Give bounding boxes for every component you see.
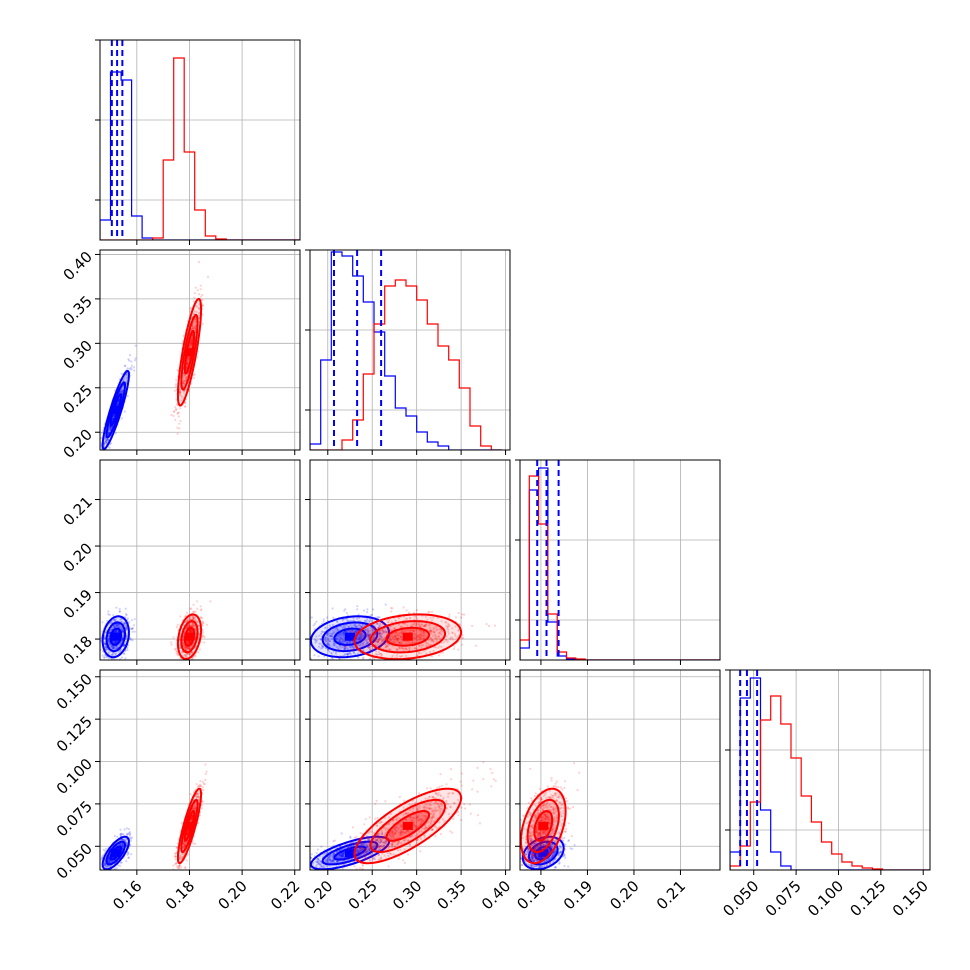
density-peak: [345, 632, 355, 641]
x-tick-label: 0.40: [478, 877, 514, 913]
density-peak: [538, 849, 549, 858]
density-peak: [345, 849, 355, 858]
blue-contours: [101, 615, 130, 659]
x-tick-label: 0.25: [345, 877, 381, 913]
panel-3-1: 0.20 0.25 0.30 0.35 0.40: [300, 669, 514, 913]
panel-frame: [309, 459, 511, 661]
blue-histogram: [100, 71, 300, 240]
blue-contours: [101, 369, 130, 450]
red-histogram: [310, 279, 502, 450]
y-tick-label: 0.100: [53, 755, 96, 798]
panel-1-1: [305, 249, 511, 455]
y-tick-label: 0.20: [60, 539, 96, 575]
x-tick-label: 0.18: [513, 877, 549, 913]
x-tick-label: 0.16: [109, 877, 145, 913]
red-histogram: [520, 475, 720, 660]
panel-2-0: 0.18 0.19 0.20 0.21: [60, 459, 301, 669]
red-contours: [176, 787, 203, 865]
density-peak: [538, 821, 549, 830]
panel-2-2: [515, 459, 721, 665]
x-tick-label: 0.150: [889, 877, 932, 920]
panel-frame: [519, 459, 721, 661]
x-tick-label: 0.050: [719, 877, 762, 920]
red-contours: [353, 787, 463, 865]
x-tick-label: 0.20: [606, 877, 642, 913]
panel-frame: [99, 249, 301, 451]
y-tick-label: 0.40: [60, 248, 96, 284]
panel-3-3: 0.050 0.075 0.100 0.125 0.150: [719, 669, 932, 920]
density-peak: [402, 632, 413, 641]
x-tick-label: 0.100: [804, 877, 847, 920]
density-peak: [402, 821, 413, 830]
x-tick-label: 0.30: [389, 877, 425, 913]
x-tick-label: 0.19: [560, 877, 596, 913]
x-tick-label: 0.18: [162, 877, 198, 913]
blue-contours: [521, 835, 565, 870]
red-contours: [353, 613, 463, 660]
blue-histogram: [520, 467, 720, 660]
panel-frame: [99, 459, 301, 661]
y-tick-label: 0.125: [53, 712, 96, 755]
x-tick-label: 0.21: [653, 877, 689, 913]
density-peak: [184, 348, 195, 357]
density-peak: [110, 849, 121, 858]
blue-histogram: [730, 677, 930, 870]
y-tick-label: 0.18: [60, 632, 96, 668]
x-tick-label: 0.125: [846, 877, 889, 920]
y-tick-label: 0.21: [60, 493, 96, 529]
density-peak: [184, 632, 195, 641]
panel-2-1: [305, 459, 511, 665]
y-tick-label: 0.25: [60, 381, 96, 417]
x-tick-label: 0.075: [762, 877, 805, 920]
red-contours: [176, 613, 203, 660]
density-peak: [184, 821, 195, 830]
panel-3-0: 0.16 0.18 0.20 0.22 0.0500.0750.1000.1250.15…: [53, 669, 303, 913]
panel-frame: [99, 39, 301, 241]
panel-frame: [519, 669, 721, 871]
x-tick-label: 0.20: [300, 877, 336, 913]
y-tick-label: 0.150: [53, 670, 96, 713]
panel-frame: [309, 249, 511, 451]
y-tick-label: 0.19: [60, 586, 96, 622]
blue-contours: [310, 835, 391, 870]
red-contours: [176, 297, 203, 407]
red-histogram: [730, 695, 930, 870]
y-tick-label: 0.30: [60, 337, 96, 373]
panel-frame: [99, 669, 301, 871]
density-peak: [110, 406, 121, 414]
y-tick-label: 0.20: [60, 426, 96, 462]
panel-3-2: 0.18 0.19 0.20 0.21: [513, 669, 721, 913]
blue-contours: [101, 835, 130, 870]
panel-frame: [729, 669, 931, 871]
red-contours: [520, 787, 567, 865]
panel-frame: [309, 669, 511, 871]
x-tick-label: 0.35: [434, 877, 470, 913]
y-tick-label: 0.050: [53, 840, 96, 883]
panel-0-0: [95, 39, 301, 245]
x-tick-label: 0.22: [267, 877, 303, 913]
y-tick-label: 0.35: [60, 292, 96, 328]
panel-1-0: 0.20 0.25 0.30 0.35 0.40: [60, 248, 301, 462]
x-tick-label: 0.20: [215, 877, 251, 913]
density-peak: [110, 632, 121, 641]
y-tick-label: 0.075: [53, 797, 96, 840]
red-histogram: [100, 57, 300, 240]
